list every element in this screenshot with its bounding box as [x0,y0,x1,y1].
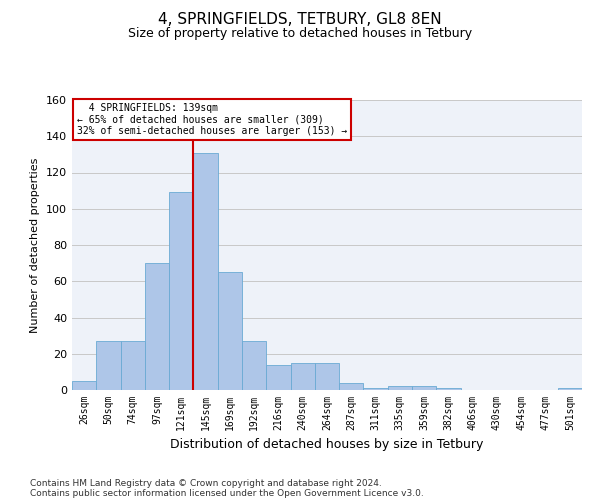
Y-axis label: Number of detached properties: Number of detached properties [31,158,40,332]
Bar [193,152,218,390]
Bar [315,363,339,390]
Bar [412,386,436,390]
Text: 4 SPRINGFIELDS: 139sqm
← 65% of detached houses are smaller (309)
32% of semi-de: 4 SPRINGFIELDS: 139sqm ← 65% of detached… [77,103,347,136]
Bar [169,192,193,390]
Bar [339,383,364,390]
Bar [121,341,145,390]
Bar [242,341,266,390]
Bar [72,381,96,390]
Bar [436,388,461,390]
Bar [96,341,121,390]
Bar [145,263,169,390]
Text: Contains HM Land Registry data © Crown copyright and database right 2024.: Contains HM Land Registry data © Crown c… [30,478,382,488]
Bar [364,388,388,390]
X-axis label: Distribution of detached houses by size in Tetbury: Distribution of detached houses by size … [170,438,484,452]
Bar [218,272,242,390]
Bar [290,363,315,390]
Text: Contains public sector information licensed under the Open Government Licence v3: Contains public sector information licen… [30,488,424,498]
Text: 4, SPRINGFIELDS, TETBURY, GL8 8EN: 4, SPRINGFIELDS, TETBURY, GL8 8EN [158,12,442,28]
Bar [558,388,582,390]
Text: Size of property relative to detached houses in Tetbury: Size of property relative to detached ho… [128,28,472,40]
Bar [266,364,290,390]
Bar [388,386,412,390]
